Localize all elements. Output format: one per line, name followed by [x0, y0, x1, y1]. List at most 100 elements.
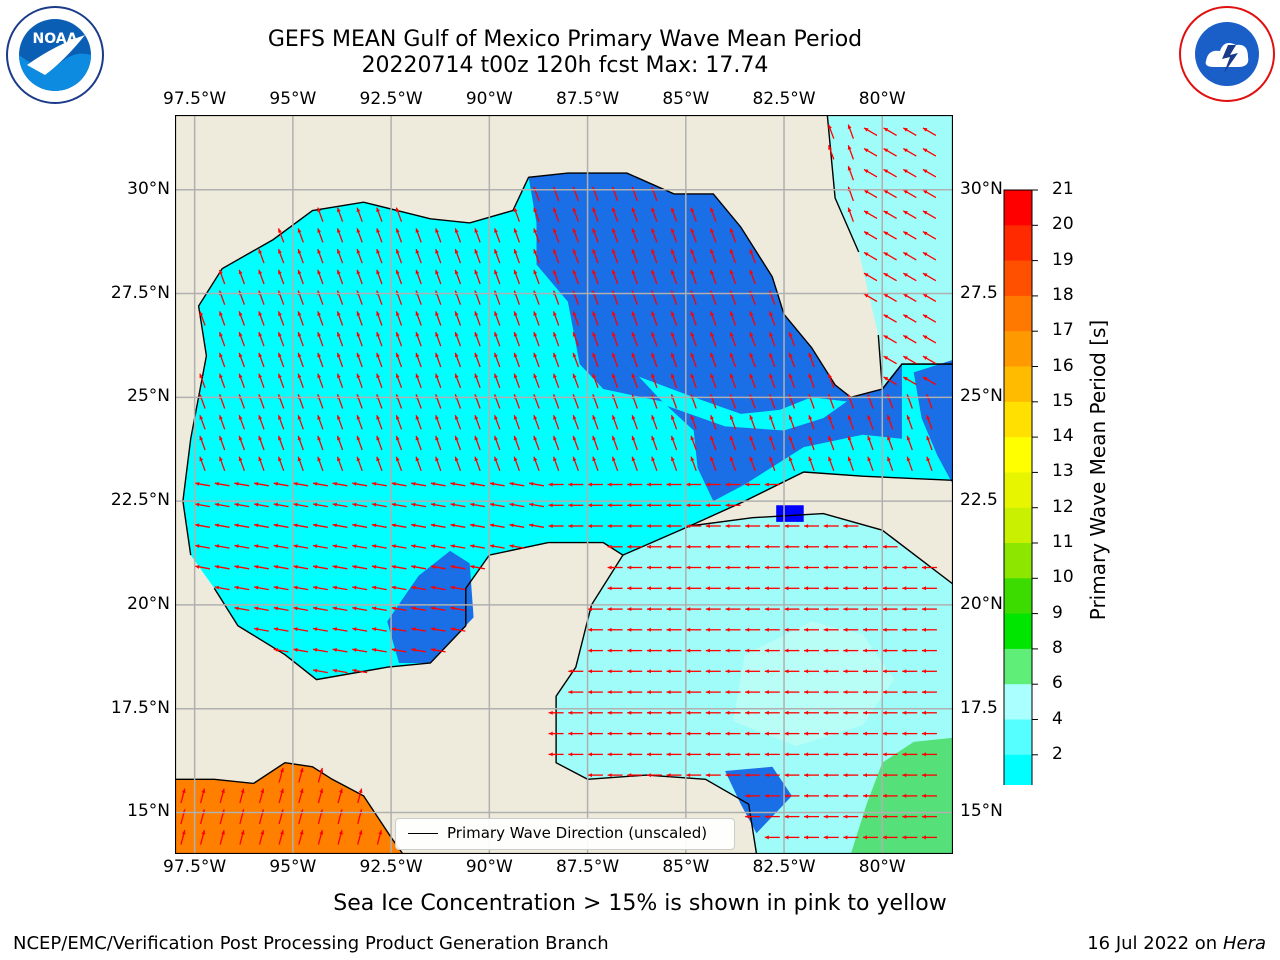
arrow-head — [631, 269, 636, 275]
wave-direction-arrow — [902, 565, 918, 570]
arrow-head — [823, 524, 828, 528]
arrow-head — [470, 482, 475, 486]
arrow-head — [847, 456, 852, 462]
wave-direction-arrow — [764, 690, 780, 694]
wave-direction-arrow — [827, 435, 835, 451]
wave-direction-arrow — [371, 502, 387, 508]
wave-direction-arrow — [729, 352, 737, 368]
wave-direction-arrow — [258, 331, 265, 347]
arrow-head — [299, 830, 304, 835]
wave-direction-arrow — [199, 373, 206, 389]
wave-direction-arrow — [863, 251, 878, 261]
arrow-head — [804, 731, 809, 736]
arrow-head — [804, 710, 809, 715]
wave-direction-arrow — [474, 435, 481, 451]
wave-direction-arrow — [391, 606, 407, 612]
wave-direction-arrow — [784, 627, 800, 632]
wave-direction-arrow — [784, 524, 800, 528]
arrow-head — [690, 415, 695, 420]
wave-direction-arrow — [391, 544, 407, 549]
wave-direction-arrow — [690, 331, 697, 347]
arrow-head — [883, 148, 889, 153]
wave-direction-arrow — [710, 331, 717, 347]
arrow-head — [764, 627, 769, 632]
arrow-head — [784, 607, 789, 611]
arrow-head — [627, 503, 632, 508]
wave-direction-arrow — [592, 311, 599, 326]
wave-direction-arrow — [395, 248, 403, 264]
arrow-head — [784, 690, 789, 694]
wave-direction-arrow — [725, 731, 741, 736]
wave-direction-arrow — [749, 414, 756, 430]
wave-direction-arrow — [666, 607, 682, 611]
arrow-head — [705, 710, 710, 715]
arrow-head — [749, 435, 754, 441]
arrow-head — [238, 352, 243, 358]
wave-direction-arrow — [882, 773, 898, 778]
wave-direction-arrow — [646, 565, 662, 570]
wave-direction-arrow — [627, 544, 643, 549]
arrow-head — [745, 586, 750, 591]
wave-direction-arrow — [686, 690, 702, 694]
wave-direction-arrow — [646, 773, 662, 778]
map-legend: Primary Wave Direction (unscaled) — [395, 818, 735, 850]
arrow-head — [509, 544, 514, 549]
wave-direction-arrow — [651, 373, 658, 389]
arrow-head — [903, 148, 908, 153]
arrow-head — [278, 456, 282, 462]
colorbar-tick-label: 17 — [1052, 320, 1074, 341]
wave-direction-arrow — [764, 627, 780, 632]
arrow-head — [494, 373, 498, 379]
arrow-head — [376, 228, 380, 233]
arrow-head — [352, 585, 357, 590]
wave-direction-arrow — [745, 731, 761, 736]
arrow-head — [686, 773, 691, 778]
latitude-label-right: 27.5 — [960, 282, 998, 303]
arrow-head — [411, 565, 416, 569]
wave-direction-arrow — [863, 607, 878, 611]
wave-direction-arrow — [745, 586, 761, 591]
colorbar-segment — [1004, 578, 1032, 615]
arrow-head — [391, 523, 396, 528]
wave-direction-arrow — [843, 565, 859, 570]
arrow-head — [489, 523, 495, 528]
wave-direction-arrow — [238, 456, 246, 472]
wave-direction-arrow — [922, 127, 937, 136]
wave-direction-arrow — [631, 331, 638, 347]
wave-direction-arrow — [886, 435, 894, 451]
arrow-head — [199, 373, 204, 379]
wave-direction-arrow — [902, 648, 918, 653]
wave-direction-arrow — [317, 767, 324, 783]
wave-direction-arrow — [764, 607, 780, 611]
wave-direction-arrow — [592, 414, 599, 430]
arrow-head — [352, 668, 357, 673]
wave-direction-arrow — [883, 168, 897, 178]
arrow-head — [705, 627, 710, 632]
wave-direction-arrow — [391, 565, 407, 570]
wave-direction-arrow — [336, 456, 344, 472]
arrow-head — [627, 752, 632, 757]
wave-direction-arrow — [218, 456, 226, 472]
arrow-head — [902, 710, 907, 715]
arrow-head — [415, 269, 420, 275]
wave-direction-arrow — [882, 814, 898, 819]
wave-direction-arrow — [902, 710, 918, 715]
arrow-head — [258, 311, 263, 316]
arrow-head — [430, 565, 436, 569]
arrow-head — [474, 456, 479, 462]
wave-direction-arrow — [533, 331, 540, 347]
arrow-head — [587, 627, 592, 632]
arrow-head — [921, 627, 926, 632]
arrow-head — [376, 269, 380, 275]
footer-host: Hera — [1222, 933, 1266, 954]
arrow-head — [297, 456, 302, 462]
wave-direction-arrow — [493, 373, 501, 389]
arrow-head — [592, 456, 597, 462]
arrow-head — [415, 311, 420, 316]
arrow-head — [784, 731, 789, 736]
wave-direction-arrow — [670, 331, 678, 347]
wave-direction-arrow — [194, 544, 211, 549]
wave-direction-arrow — [784, 752, 800, 757]
arrow-head — [863, 565, 867, 570]
arrow-head — [646, 648, 651, 653]
